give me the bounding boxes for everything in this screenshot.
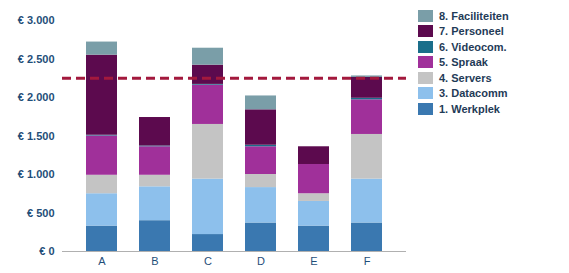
svg-text:D: D [257,255,265,267]
html-text:4. Servers: 4. Servers [439,71,492,84]
svg-text:€ 1.500: € 1.500 [18,130,55,142]
svg-text:€ 2.000: € 2.000 [18,91,55,103]
html-text:6. Videocom.: 6. Videocom. [439,40,507,53]
svg-text:A: A [98,255,106,267]
html-text:8. Faciliteiten: 8. Faciliteiten [439,9,509,22]
svg-text:C: C [204,255,212,267]
svg-text:€ 2.500: € 2.500 [18,53,55,65]
html-text:3. Datacomm: 3. Datacomm [439,87,508,100]
svg-text:€ 1.000: € 1.000 [18,168,55,180]
svg-text:€ 500: € 500 [27,207,55,219]
svg-text:€ 3.000: € 3.000 [18,14,55,26]
svg-text:€ 0: € 0 [39,245,54,257]
html-text:1. Werkplek: 1. Werkplek [439,102,500,115]
svg-text:E: E [310,255,317,267]
html-text:5. Spraak: 5. Spraak [439,56,488,69]
svg-text:B: B [151,255,158,267]
svg-text:F: F [364,255,371,267]
html-text:7. Personeel: 7. Personeel [439,25,504,38]
